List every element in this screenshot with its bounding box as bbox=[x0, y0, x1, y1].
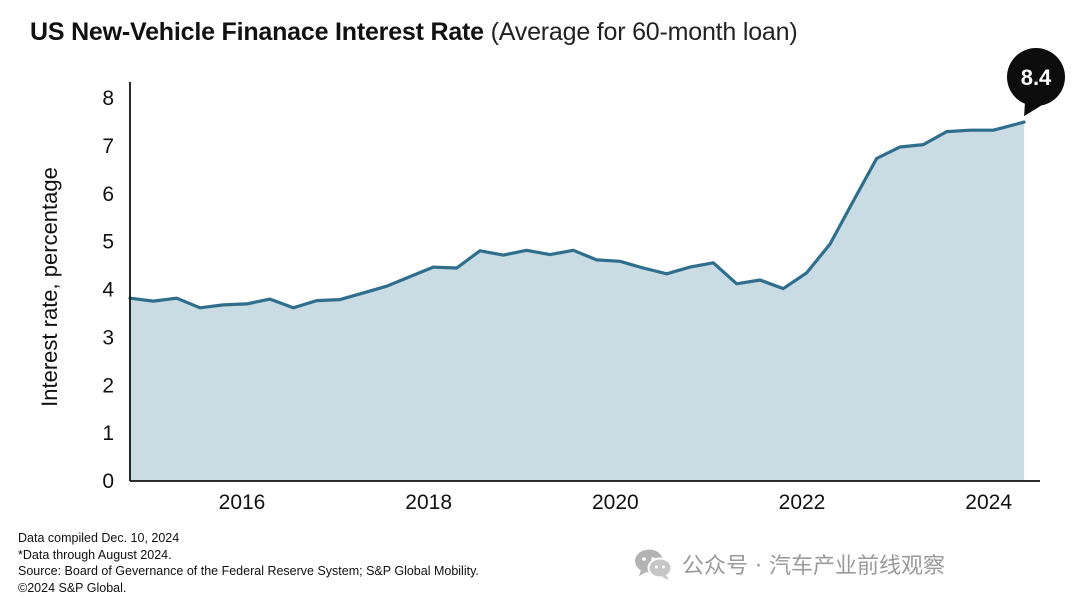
y-tick-label: 3 bbox=[102, 326, 114, 349]
x-tick-label: 2022 bbox=[779, 491, 826, 514]
footnotes: Data compiled Dec. 10, 2024 *Data throug… bbox=[18, 530, 479, 596]
wechat-icon bbox=[635, 549, 673, 580]
callout-label: 8.4 bbox=[1021, 65, 1052, 90]
callout-pointer bbox=[1024, 102, 1047, 117]
watermark-text: 公众号 · 汽车产业前线观察 bbox=[682, 554, 945, 579]
footnote-source: Source: Board of Gevernance of the Feder… bbox=[18, 564, 479, 578]
footnote-compiled: Data compiled Dec. 10, 2024 bbox=[18, 531, 180, 545]
y-tick-label: 1 bbox=[102, 422, 114, 445]
watermark: 公众号 · 汽车产业前线观察 bbox=[632, 544, 945, 584]
y-tick-label: 6 bbox=[102, 183, 114, 206]
x-tick-label: 2016 bbox=[219, 491, 266, 514]
footnote-data-through: *Data through August 2024. bbox=[18, 547, 172, 562]
x-tick-label: 2018 bbox=[405, 491, 452, 514]
y-tick-label: 2 bbox=[102, 374, 114, 397]
area-chart: 0 1 2 3 4 5 6 7 8 2016 2018 2020 2022 2024 Interest ra… bbox=[37, 48, 1065, 514]
series-line bbox=[128, 120, 1026, 310]
y-tick-label: 4 bbox=[102, 279, 114, 302]
y-axis-title: Interest rate, percentage bbox=[37, 167, 62, 407]
footnote-copyright: ©2024 S&P Global. bbox=[18, 580, 127, 595]
y-tick-label: 7 bbox=[102, 135, 114, 158]
x-tick-label: 2020 bbox=[592, 491, 639, 514]
chart-title-main: US New-Vehicle Finanace Interest Rate bbox=[30, 18, 484, 46]
y-tick-label: 8 bbox=[102, 87, 114, 110]
y-tick-label: 0 bbox=[102, 470, 114, 493]
y-tick-label: 5 bbox=[102, 231, 114, 254]
chart-title-subtitle: (Average for 60-month loan) bbox=[490, 18, 798, 46]
chart-title: US New-Vehicle Finanace Interest Rate (A… bbox=[30, 18, 798, 47]
area-fill bbox=[130, 122, 1025, 481]
x-tick-label: 2024 bbox=[965, 491, 1012, 514]
callout-bubble bbox=[1007, 48, 1065, 106]
